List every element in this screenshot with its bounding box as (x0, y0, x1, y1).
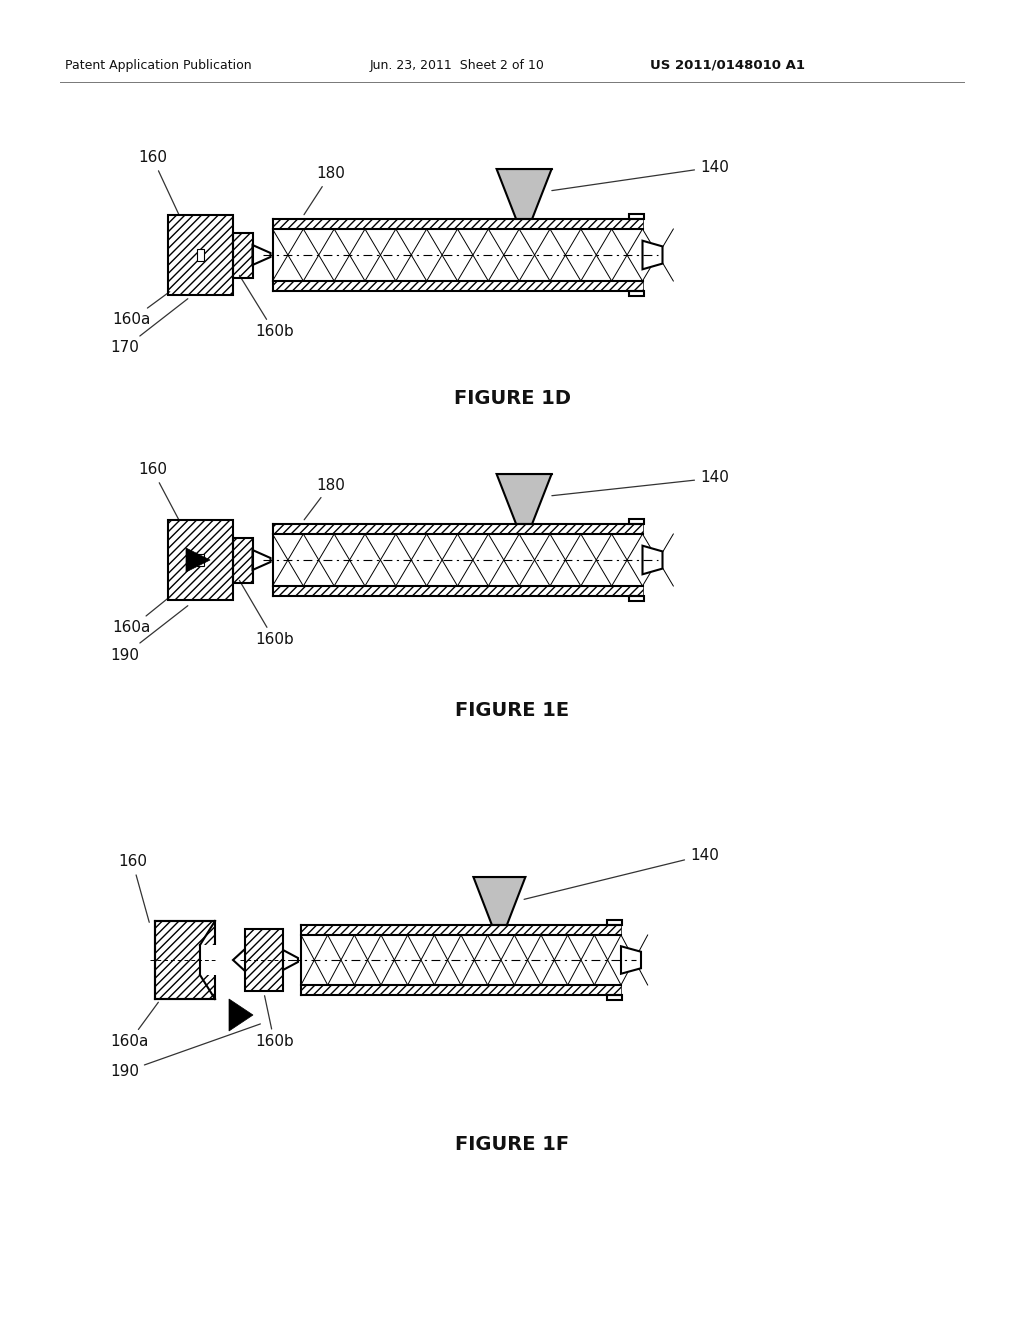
Bar (272, 219, 642, 228)
Bar (301, 985, 621, 995)
Polygon shape (473, 876, 525, 925)
Polygon shape (283, 950, 298, 970)
Text: 160a: 160a (112, 292, 170, 327)
Bar (232, 232, 253, 277)
Bar (629, 519, 643, 524)
Text: 190: 190 (110, 1024, 260, 1080)
Bar (168, 520, 232, 601)
Bar (629, 290, 643, 296)
Polygon shape (186, 548, 210, 572)
Bar (607, 995, 622, 1001)
Text: US 2011/0148010 A1: US 2011/0148010 A1 (650, 58, 805, 71)
Text: 140: 140 (552, 160, 729, 190)
Text: 160: 160 (118, 854, 150, 923)
Text: 160a: 160a (112, 597, 170, 635)
Bar (272, 586, 642, 597)
Text: FIGURE 1E: FIGURE 1E (455, 701, 569, 719)
Bar (629, 214, 643, 219)
Text: 160: 160 (138, 462, 179, 520)
Bar (168, 215, 232, 294)
Bar (168, 215, 232, 294)
Polygon shape (253, 550, 270, 570)
Bar (232, 537, 253, 582)
Text: 160: 160 (138, 150, 179, 214)
Polygon shape (642, 545, 663, 574)
Text: 170: 170 (110, 298, 187, 355)
Bar (272, 535, 642, 586)
Text: 190: 190 (110, 606, 187, 663)
Bar (272, 228, 642, 281)
Bar (607, 920, 622, 925)
Bar (272, 281, 642, 290)
Bar (232, 537, 253, 582)
Polygon shape (642, 240, 663, 269)
Bar (245, 929, 283, 991)
Bar (232, 232, 253, 277)
Text: 160b: 160b (240, 276, 294, 339)
Polygon shape (497, 474, 552, 524)
Bar (629, 597, 643, 601)
Polygon shape (621, 946, 641, 974)
Bar (200, 945, 217, 975)
Text: 160a: 160a (110, 1002, 159, 1049)
Text: 160b: 160b (255, 995, 294, 1049)
Bar (168, 520, 232, 601)
Text: Patent Application Publication: Patent Application Publication (65, 58, 252, 71)
Text: 140: 140 (552, 470, 729, 496)
Text: 180: 180 (304, 478, 345, 520)
Text: 180: 180 (304, 166, 345, 215)
Bar (245, 929, 283, 991)
Bar (301, 935, 621, 985)
Bar (272, 524, 642, 535)
Bar (197, 554, 204, 566)
Bar (301, 925, 621, 935)
Bar (155, 921, 215, 999)
Polygon shape (253, 246, 270, 265)
Text: FIGURE 1F: FIGURE 1F (455, 1135, 569, 1155)
Polygon shape (233, 949, 245, 972)
Polygon shape (229, 999, 253, 1031)
Text: Jun. 23, 2011  Sheet 2 of 10: Jun. 23, 2011 Sheet 2 of 10 (370, 58, 545, 71)
Text: 140: 140 (524, 847, 719, 899)
Polygon shape (497, 169, 552, 219)
Bar (155, 921, 215, 999)
Text: FIGURE 1D: FIGURE 1D (454, 388, 570, 408)
Text: 160b: 160b (240, 581, 294, 648)
Bar (197, 249, 204, 261)
